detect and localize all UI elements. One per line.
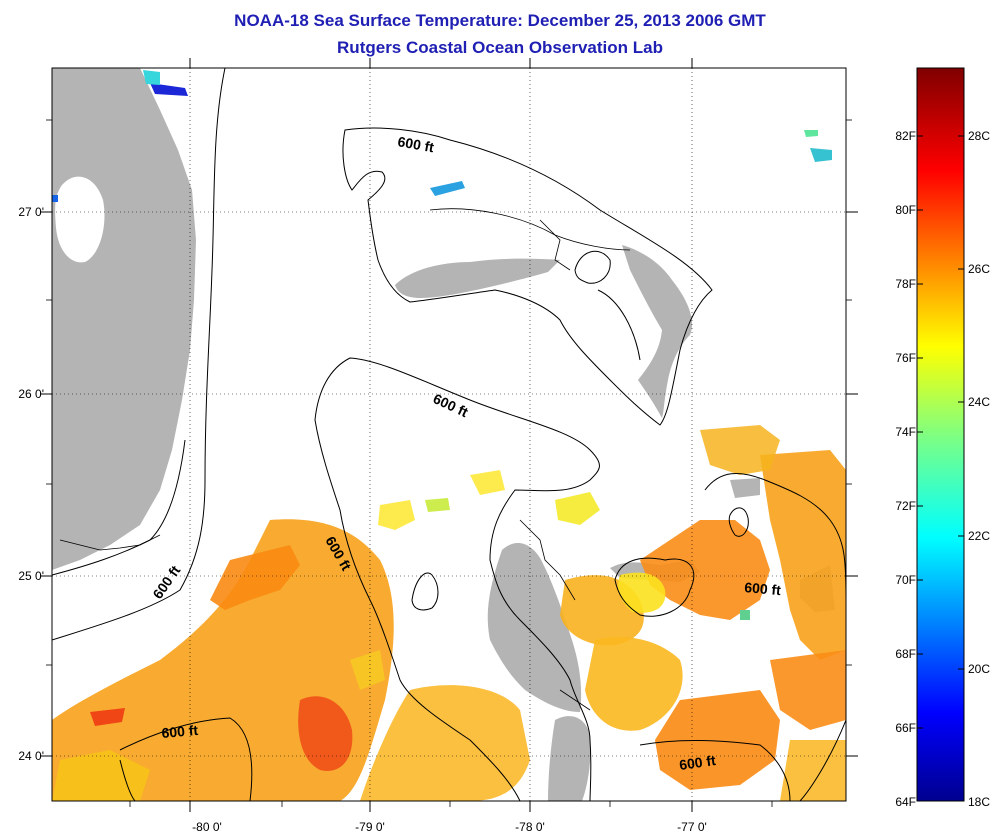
colorbar xyxy=(916,67,965,802)
contour-label: 600 ft xyxy=(149,562,183,601)
contour-label: 600 ft xyxy=(161,722,199,741)
map-title: NOAA-18 Sea Surface Temperature: Decembe… xyxy=(234,11,766,30)
lat-label: 24 0' xyxy=(18,749,44,763)
contour-label: 600 ft xyxy=(744,579,782,598)
map-grid xyxy=(52,68,846,801)
lon-label: -78 0' xyxy=(515,820,545,834)
contour-label: 600 ft xyxy=(431,390,471,420)
lon-label: -79 0' xyxy=(355,820,385,834)
colorbar-c-label: 20C xyxy=(968,662,991,676)
lat-label: 27 0' xyxy=(18,205,44,219)
grand-bahama-land xyxy=(395,258,560,298)
colorbar-c-label: 22C xyxy=(968,529,991,543)
lat-label: 26 0' xyxy=(18,387,44,401)
map-frame xyxy=(51,67,847,802)
colorbar-f-label: 82F xyxy=(895,129,916,143)
contour-label: 600 ft xyxy=(396,133,435,155)
colorbar-c-label: 18C xyxy=(968,795,991,809)
colorbar-c-label: 24C xyxy=(968,395,991,409)
lon-label: -80 0' xyxy=(192,820,222,834)
colorbar-c-label: 26C xyxy=(968,262,991,276)
colorbar-f-label: 74F xyxy=(895,425,916,439)
colorbar-f-label: 70F xyxy=(895,573,916,587)
colorbar-c-label: 28C xyxy=(968,129,991,143)
colorbar-f-label: 64F xyxy=(895,795,916,809)
colorbar-f-label: 68F xyxy=(895,647,916,661)
contour-label: 600 ft xyxy=(678,752,717,773)
colorbar-f-label: 80F xyxy=(895,203,916,217)
south-andros-land xyxy=(548,716,591,801)
colorbar-f-label: 72F xyxy=(895,499,916,513)
colorbar-f-label: 76F xyxy=(895,351,916,365)
andros-land xyxy=(487,543,582,712)
map-subtitle: Rutgers Coastal Ocean Observation Lab xyxy=(337,38,663,57)
lon-label: -77 0' xyxy=(677,820,707,834)
abaco-land xyxy=(622,245,692,418)
colorbar-f-label: 66F xyxy=(895,721,916,735)
lat-label: 25 0' xyxy=(18,569,44,583)
lake-okeechobee xyxy=(55,176,105,263)
colorbar-f-label: 78F xyxy=(895,277,916,291)
bathymetry-contours xyxy=(52,68,846,801)
